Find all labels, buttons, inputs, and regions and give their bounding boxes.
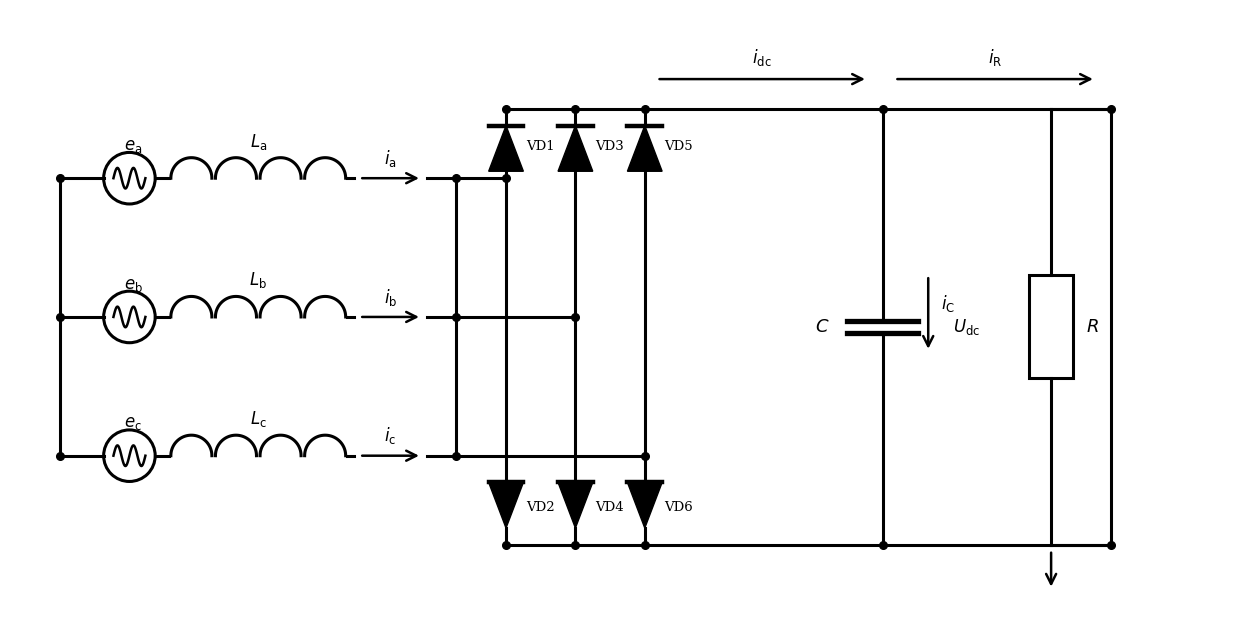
Polygon shape bbox=[489, 126, 523, 171]
Text: VD6: VD6 bbox=[665, 501, 693, 514]
Polygon shape bbox=[489, 483, 523, 528]
Text: $i_{\mathrm{a}}$: $i_{\mathrm{a}}$ bbox=[384, 148, 397, 169]
Polygon shape bbox=[558, 483, 593, 528]
Text: $e_{\mathrm{c}}$: $e_{\mathrm{c}}$ bbox=[124, 415, 143, 432]
Text: $U_{\mathrm{dc}}$: $U_{\mathrm{dc}}$ bbox=[954, 317, 981, 337]
Text: $i_{\mathrm{c}}$: $i_{\mathrm{c}}$ bbox=[384, 425, 397, 447]
Text: $e_{\mathrm{a}}$: $e_{\mathrm{a}}$ bbox=[124, 138, 143, 155]
Polygon shape bbox=[558, 126, 593, 171]
Text: $i_{\mathrm{dc}}$: $i_{\mathrm{dc}}$ bbox=[753, 47, 773, 68]
Polygon shape bbox=[627, 483, 662, 528]
Text: $C$: $C$ bbox=[815, 318, 830, 336]
Text: VD1: VD1 bbox=[526, 140, 554, 153]
Text: VD5: VD5 bbox=[665, 140, 693, 153]
Text: VD4: VD4 bbox=[595, 501, 624, 514]
Text: $i_{\mathrm{C}}$: $i_{\mathrm{C}}$ bbox=[941, 293, 955, 314]
Text: $L_{\mathrm{c}}$: $L_{\mathrm{c}}$ bbox=[249, 409, 267, 429]
Text: $L_{\mathrm{a}}$: $L_{\mathrm{a}}$ bbox=[249, 131, 267, 152]
Text: $i_{\mathrm{b}}$: $i_{\mathrm{b}}$ bbox=[384, 287, 397, 308]
Text: $L_{\mathrm{b}}$: $L_{\mathrm{b}}$ bbox=[249, 271, 268, 290]
Text: $e_{\mathrm{b}}$: $e_{\mathrm{b}}$ bbox=[124, 277, 143, 294]
Polygon shape bbox=[627, 126, 662, 171]
Bar bbox=[1029, 276, 1073, 378]
Text: $R$: $R$ bbox=[1086, 318, 1099, 336]
Text: $i_{\mathrm{R}}$: $i_{\mathrm{R}}$ bbox=[988, 47, 1002, 68]
Text: VD3: VD3 bbox=[595, 140, 624, 153]
Text: VD2: VD2 bbox=[526, 501, 554, 514]
